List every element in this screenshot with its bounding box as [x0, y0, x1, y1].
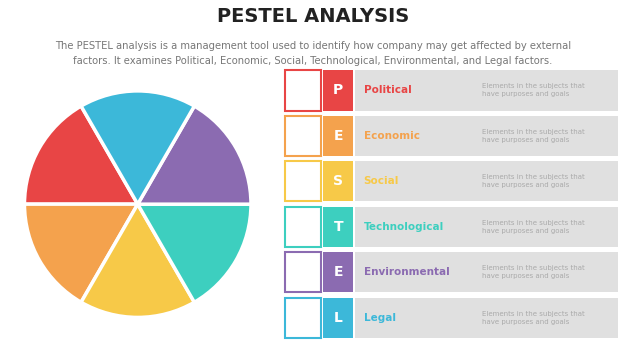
- Text: Technological: Technological: [364, 222, 444, 232]
- FancyBboxPatch shape: [355, 70, 618, 111]
- Wedge shape: [138, 106, 251, 204]
- FancyBboxPatch shape: [285, 70, 321, 111]
- FancyBboxPatch shape: [355, 116, 618, 156]
- Text: E: E: [334, 129, 343, 143]
- Text: Elements in the subjects that
have purposes and goals: Elements in the subjects that have purpo…: [483, 265, 585, 279]
- Text: Elements in the subjects that
have purposes and goals: Elements in the subjects that have purpo…: [483, 83, 585, 98]
- FancyBboxPatch shape: [355, 207, 618, 247]
- Text: Environmental: Environmental: [364, 268, 449, 277]
- Text: PESTEL ANALYSIS: PESTEL ANALYSIS: [217, 7, 409, 26]
- FancyBboxPatch shape: [355, 161, 618, 201]
- Text: Social: Social: [364, 176, 399, 187]
- Text: P: P: [333, 83, 344, 98]
- FancyBboxPatch shape: [324, 70, 353, 111]
- Text: Legal: Legal: [364, 313, 396, 323]
- FancyBboxPatch shape: [285, 116, 321, 156]
- Text: L: L: [334, 311, 342, 325]
- FancyBboxPatch shape: [285, 207, 321, 247]
- Text: Elements in the subjects that
have purposes and goals: Elements in the subjects that have purpo…: [483, 311, 585, 325]
- Text: Elements in the subjects that
have purposes and goals: Elements in the subjects that have purpo…: [483, 129, 585, 143]
- FancyBboxPatch shape: [324, 207, 353, 247]
- FancyBboxPatch shape: [285, 161, 321, 201]
- Text: T: T: [334, 220, 343, 234]
- Wedge shape: [81, 91, 194, 204]
- FancyBboxPatch shape: [285, 252, 321, 293]
- Wedge shape: [24, 204, 138, 302]
- FancyBboxPatch shape: [324, 252, 353, 293]
- Text: The PESTEL analysis is a management tool used to identify how company may get af: The PESTEL analysis is a management tool…: [55, 41, 571, 65]
- Text: Political: Political: [364, 86, 411, 95]
- FancyBboxPatch shape: [324, 161, 353, 201]
- Text: S: S: [333, 175, 343, 188]
- Text: E: E: [334, 265, 343, 279]
- Text: Economic: Economic: [364, 131, 419, 141]
- Text: Elements in the subjects that
have purposes and goals: Elements in the subjects that have purpo…: [483, 175, 585, 188]
- Wedge shape: [81, 204, 194, 318]
- FancyBboxPatch shape: [355, 252, 618, 293]
- FancyBboxPatch shape: [355, 298, 618, 338]
- Wedge shape: [138, 204, 251, 302]
- FancyBboxPatch shape: [285, 298, 321, 338]
- FancyBboxPatch shape: [324, 116, 353, 156]
- FancyBboxPatch shape: [324, 298, 353, 338]
- Wedge shape: [24, 106, 138, 204]
- Text: Elements in the subjects that
have purposes and goals: Elements in the subjects that have purpo…: [483, 220, 585, 234]
